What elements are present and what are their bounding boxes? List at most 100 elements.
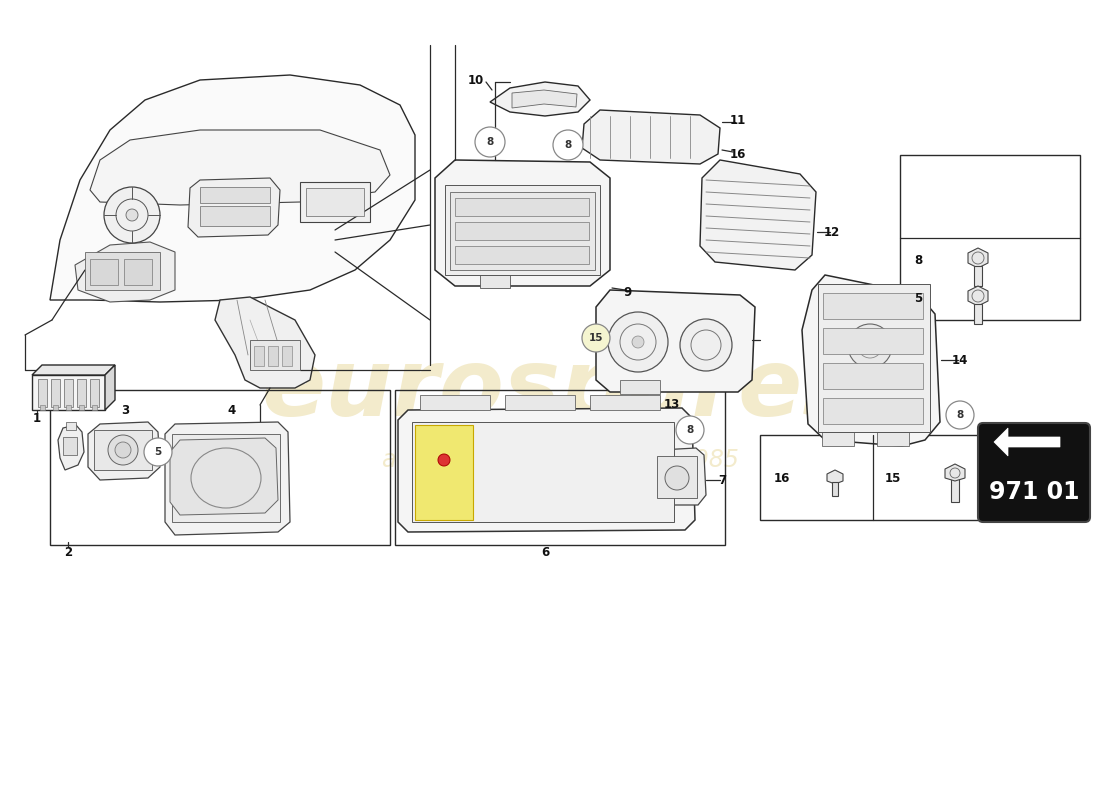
Bar	[66, 422, 76, 430]
Bar	[823, 398, 923, 424]
Text: a passion for parts since 1985: a passion for parts since 1985	[382, 448, 738, 472]
Text: 2: 2	[64, 546, 73, 558]
Polygon shape	[214, 297, 315, 388]
Text: 8: 8	[486, 137, 494, 147]
Bar	[657, 456, 697, 498]
Bar	[90, 379, 99, 407]
Polygon shape	[398, 408, 695, 532]
Circle shape	[116, 442, 131, 458]
Bar	[823, 363, 923, 389]
Polygon shape	[945, 464, 965, 481]
Circle shape	[666, 466, 689, 490]
Bar	[254, 346, 264, 366]
Bar	[415, 425, 473, 520]
Text: 14: 14	[952, 354, 968, 366]
Polygon shape	[827, 470, 843, 484]
Text: eurospares: eurospares	[262, 344, 859, 436]
Polygon shape	[188, 178, 280, 237]
Bar	[455, 222, 588, 240]
Text: 971 01: 971 01	[989, 480, 1079, 504]
Bar	[974, 304, 982, 324]
Bar	[79, 405, 84, 410]
Bar	[124, 259, 152, 285]
Bar	[818, 284, 930, 432]
Bar	[480, 274, 510, 288]
Polygon shape	[90, 130, 390, 205]
Bar	[455, 198, 588, 216]
Bar	[85, 252, 160, 290]
Polygon shape	[652, 448, 706, 505]
Bar	[877, 432, 909, 446]
Circle shape	[848, 324, 892, 368]
Polygon shape	[170, 438, 278, 515]
Circle shape	[946, 401, 974, 429]
Bar	[455, 246, 588, 264]
Circle shape	[632, 336, 644, 348]
Circle shape	[126, 209, 138, 221]
Polygon shape	[32, 365, 116, 375]
Polygon shape	[968, 248, 988, 268]
Text: 10: 10	[468, 74, 484, 86]
Bar	[77, 379, 86, 407]
Text: 8: 8	[564, 140, 572, 150]
Bar	[94, 430, 152, 470]
Bar	[172, 434, 280, 522]
Polygon shape	[512, 90, 578, 108]
Text: 8: 8	[914, 254, 922, 266]
Bar	[823, 328, 923, 354]
Polygon shape	[968, 286, 988, 306]
Polygon shape	[582, 110, 720, 164]
Bar	[832, 482, 838, 496]
Text: 9: 9	[623, 286, 631, 298]
Bar	[50, 390, 390, 545]
Polygon shape	[596, 290, 755, 392]
Bar	[66, 405, 72, 410]
Bar	[620, 380, 660, 394]
FancyBboxPatch shape	[978, 423, 1090, 522]
Polygon shape	[165, 422, 290, 535]
Polygon shape	[50, 75, 415, 302]
Bar	[823, 293, 923, 319]
Polygon shape	[104, 365, 116, 410]
Bar	[420, 395, 490, 410]
Bar	[412, 422, 674, 522]
Polygon shape	[802, 275, 940, 446]
Polygon shape	[994, 428, 1060, 456]
Text: 8: 8	[956, 410, 964, 420]
Bar	[282, 346, 292, 366]
Text: 8: 8	[686, 425, 694, 435]
Polygon shape	[490, 82, 590, 116]
Circle shape	[553, 130, 583, 160]
Text: 1: 1	[33, 411, 41, 425]
Polygon shape	[700, 160, 816, 270]
Text: 12: 12	[824, 226, 840, 238]
Bar	[53, 405, 58, 410]
Bar	[250, 340, 300, 370]
Circle shape	[676, 416, 704, 444]
Bar	[760, 435, 990, 520]
Polygon shape	[434, 160, 610, 286]
Text: 3: 3	[121, 403, 129, 417]
Bar	[200, 206, 270, 226]
Bar	[395, 390, 725, 545]
Text: 4: 4	[228, 403, 236, 417]
Bar	[51, 379, 60, 407]
Bar	[952, 476, 959, 502]
Bar	[90, 259, 118, 285]
Polygon shape	[88, 422, 160, 480]
Bar	[64, 379, 73, 407]
Bar	[300, 182, 370, 222]
Bar	[92, 405, 97, 410]
Circle shape	[144, 438, 172, 466]
Circle shape	[108, 435, 138, 465]
Circle shape	[608, 312, 668, 372]
Bar	[590, 395, 660, 410]
Bar	[822, 432, 854, 446]
Circle shape	[475, 127, 505, 157]
Polygon shape	[75, 242, 175, 302]
Text: 7: 7	[718, 474, 726, 486]
Bar	[974, 266, 982, 286]
Bar	[306, 188, 364, 216]
Bar	[39, 379, 47, 407]
Polygon shape	[58, 425, 84, 470]
